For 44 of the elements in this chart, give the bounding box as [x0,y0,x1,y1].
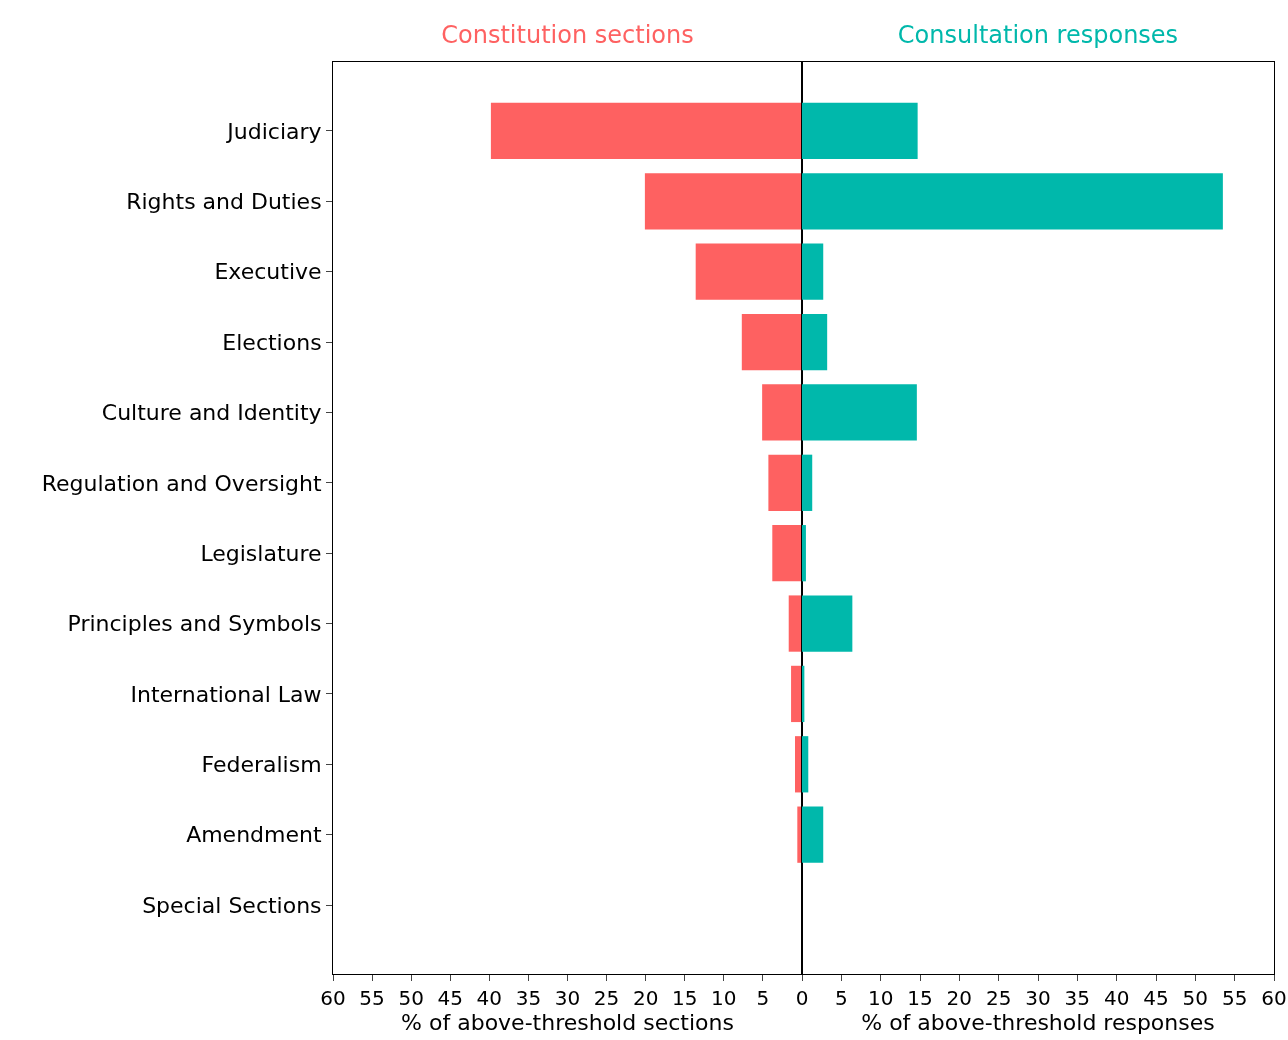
x-tick-label: 55 [359,986,385,1010]
x-tick-label: 5 [834,986,848,1010]
y-tick-label: Amendment [186,822,322,848]
x-tick-label: 25 [985,986,1012,1010]
y-tick-label: Judiciary [225,118,322,144]
y-tick-label: Elections [222,329,322,355]
y-tick-label: Rights and Duties [126,189,322,215]
x-tick-label: 45 [1143,986,1169,1010]
y-tick-label: Culture and Identity [101,400,322,426]
x-axis-title: % of above-threshold responses [861,1010,1215,1035]
x-tick-label: 15 [907,986,933,1010]
y-tick-label: Legislature [200,540,322,566]
y-tick-label: Special Sections [142,892,322,918]
x-tick-label: 50 [1182,986,1209,1010]
x-tick-label: 5 [756,986,770,1010]
y-tick-label: Principles and Symbols [67,611,322,637]
x-axis-title: % of above-threshold sections [401,1010,734,1035]
x-tick-label: 35 [515,986,542,1010]
x-tick-label: 20 [946,986,973,1010]
x-tick-label: 50 [398,986,424,1010]
y-tick-label: International Law [130,681,322,707]
x-tick-label: 45 [437,986,463,1010]
chart-title: Consultation responses [897,20,1179,49]
y-tick-label: Regulation and Oversight [41,470,322,496]
x-tick-label: 0 [795,986,809,1010]
x-tick-label: 60 [1261,986,1287,1010]
x-tick-label: 55 [1221,986,1248,1010]
x-tick-label: 30 [554,986,581,1010]
bar [802,525,806,582]
x-tick-label: 25 [593,986,620,1010]
x-tick-label: 15 [672,986,698,1010]
x-tick-label: 40 [476,986,503,1010]
x-tick-label: 10 [867,986,894,1010]
x-tick-label: 60 [320,986,346,1010]
x-tick-label: 35 [1064,986,1091,1010]
bar [788,595,802,652]
chart-title: Constitution sections [441,20,694,49]
x-tick-label: 10 [711,986,737,1010]
y-tick-label: Federalism [201,752,322,777]
x-tick-label: 20 [632,986,659,1010]
bar [802,243,824,300]
y-tick-label: Executive [214,259,322,285]
x-tick-label: 30 [1025,986,1051,1010]
x-tick-label: 40 [1103,986,1130,1010]
